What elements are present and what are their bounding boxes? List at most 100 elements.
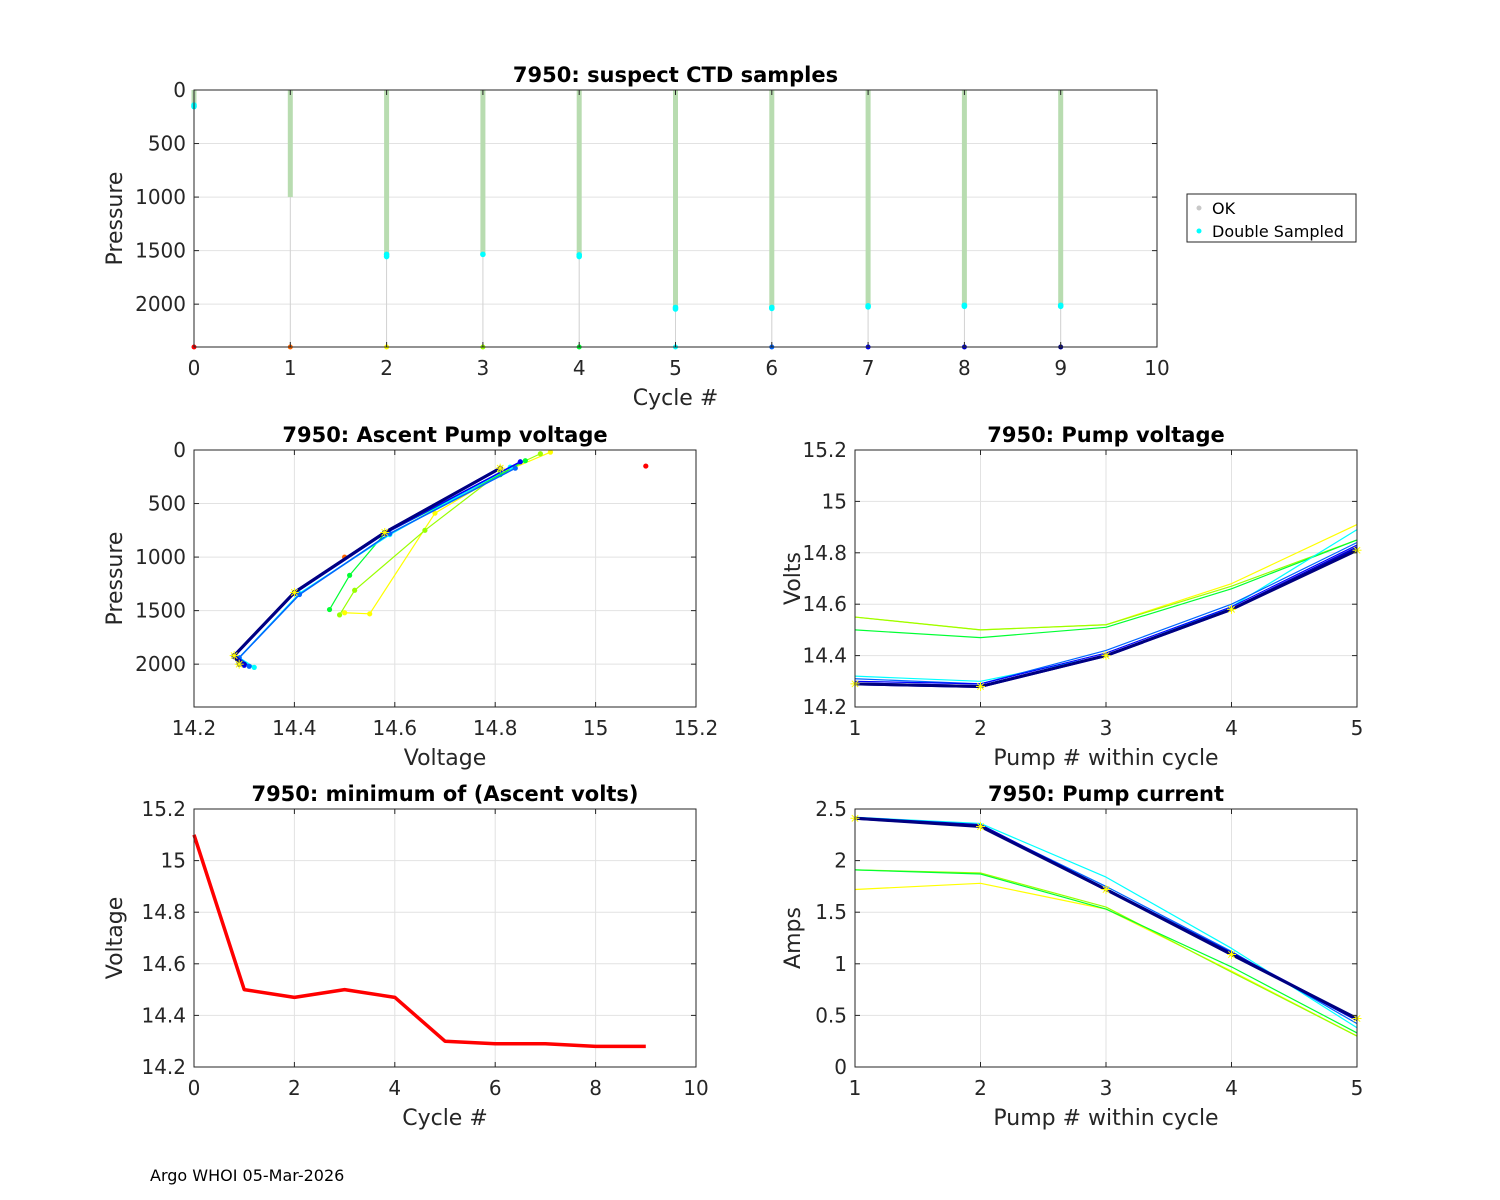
y-tick-label: 500 — [148, 492, 186, 516]
y-tick-label: 0.5 — [815, 1003, 847, 1027]
x-tick-label: 15.2 — [674, 716, 719, 740]
x-tick-label: 5 — [1351, 1076, 1364, 1100]
star-stroke — [976, 682, 985, 690]
ok-samples-bar — [961, 90, 967, 306]
star-marker — [495, 463, 505, 473]
panel-pumpcur: 1 2 3 4 5 0 0.5 1 1.5 2 2.5 7950: Pump current Pump … — [781, 782, 1363, 1131]
legend-box — [1186, 193, 1357, 243]
x-tick-label: 2 — [974, 1076, 987, 1100]
chart-title: 7950: suspect CTD samples — [513, 63, 838, 87]
plot-layer — [191, 90, 1064, 350]
double-sampled-point — [480, 251, 486, 258]
y-axis-label: Pressure — [103, 172, 128, 266]
x-tick-label: 3 — [1100, 716, 1113, 740]
x-tick-label: 4 — [1225, 716, 1238, 740]
series-line — [854, 869, 1358, 1034]
plot-layer — [229, 449, 649, 670]
x-tick-label: 15 — [583, 716, 608, 740]
series-point — [326, 606, 333, 613]
axes-box — [193, 808, 697, 1068]
star-marker — [380, 527, 390, 537]
plot-layer — [850, 813, 1362, 1037]
x-axis-label: Cycle # — [633, 386, 719, 411]
legend-double-label: Double Sampled — [1212, 222, 1344, 241]
x-tick-label: 8 — [958, 356, 971, 380]
series-point — [246, 663, 252, 669]
min-volts-line — [192, 834, 646, 1049]
plot-layer — [192, 834, 646, 1049]
y-tick-label: 15.2 — [141, 797, 186, 821]
x-tick-label: 5 — [1351, 716, 1364, 740]
x-tick-label: 3 — [477, 356, 490, 380]
plot-area — [194, 809, 696, 1067]
chart-title: 7950: Pump current — [988, 782, 1224, 806]
x-axis-label: Voltage — [404, 746, 487, 771]
ok-samples-bar — [384, 90, 390, 256]
y-tick-label: 14.8 — [141, 900, 186, 924]
double-sampled-point — [961, 303, 968, 310]
x-tick-label: 2 — [288, 1076, 301, 1100]
legend-ok-marker — [1196, 205, 1202, 211]
x-axis-label: Cycle # — [402, 1106, 488, 1131]
star-stroke — [1227, 950, 1236, 959]
panel-ascent: 14.2 14.4 14.6 14.8 15 15.2 0 500 1000 1500 2000 79… — [103, 423, 718, 771]
double-sampled-point — [672, 306, 679, 312]
y-tick-label: 1500 — [135, 599, 186, 623]
series-point — [537, 451, 543, 457]
y-tick-label: 15 — [822, 489, 847, 513]
double-sampled-point — [576, 253, 582, 260]
y-tick-label: 2.5 — [815, 797, 847, 821]
y-tick-label: 2000 — [135, 292, 186, 316]
double-sampled-point — [383, 253, 390, 260]
y-tick-label: 14.6 — [802, 592, 847, 616]
ok-samples-bar — [480, 90, 486, 255]
y-tick-label: 2000 — [135, 652, 186, 676]
x-tick-label: 6 — [489, 1076, 502, 1100]
series-line — [854, 541, 1358, 685]
footer-text: Argo WHOI 05-Mar-2026 — [150, 1166, 345, 1185]
y-axis-label: Voltage — [103, 897, 128, 980]
series-line — [854, 539, 1358, 639]
y-tick-label: 1.5 — [815, 900, 847, 924]
x-tick-label: 5 — [669, 356, 682, 380]
y-axis-label: Amps — [781, 907, 806, 969]
series-point — [241, 661, 247, 667]
y-axis-label: Volts — [781, 552, 806, 605]
series-point — [517, 459, 523, 465]
y-tick-label: 0 — [173, 78, 186, 102]
legend-ok-label: OK — [1212, 199, 1236, 218]
panel-pumpvolt: 1 2 3 4 5 14.2 14.4 14.6 14.8 15 15.2 7950: Pump vo… — [781, 423, 1363, 771]
y-tick-label: 2 — [834, 849, 847, 873]
ok-samples-bar — [673, 90, 678, 309]
y-tick-label: 14.2 — [802, 695, 847, 719]
legend-double-marker — [1196, 228, 1202, 234]
axes-box — [193, 449, 697, 708]
ok-samples-bar — [576, 90, 582, 256]
double-sampled-point — [769, 305, 775, 312]
y-tick-label: 14.6 — [141, 952, 186, 976]
x-tick-label: 3 — [1100, 1076, 1113, 1100]
ok-samples-bar — [769, 90, 775, 308]
panel-ctd: 0 1 2 3 4 5 6 7 8 9 10 0 500 1000 1500 2000 7950: suspec… — [103, 63, 1170, 411]
star-stroke — [235, 660, 243, 668]
star-marker — [976, 822, 985, 832]
star-marker — [976, 681, 985, 691]
x-tick-label: 14.2 — [172, 716, 217, 740]
series-point — [342, 610, 348, 616]
star-marker — [229, 651, 239, 661]
x-tick-label: 2 — [380, 356, 393, 380]
series-point — [422, 527, 428, 533]
series-point — [522, 458, 528, 464]
y-tick-label: 0 — [173, 438, 186, 462]
series-point — [251, 664, 257, 670]
star-marker — [1101, 651, 1111, 661]
plot-area — [194, 450, 696, 707]
y-tick-label: 1000 — [135, 185, 186, 209]
x-tick-label: 1 — [849, 1076, 862, 1100]
y-tick-label: 1500 — [135, 239, 186, 263]
series-line — [854, 869, 1358, 1037]
y-tick-label: 14.4 — [802, 644, 847, 668]
x-tick-label: 4 — [388, 1076, 401, 1100]
y-tick-label: 0 — [834, 1055, 847, 1079]
